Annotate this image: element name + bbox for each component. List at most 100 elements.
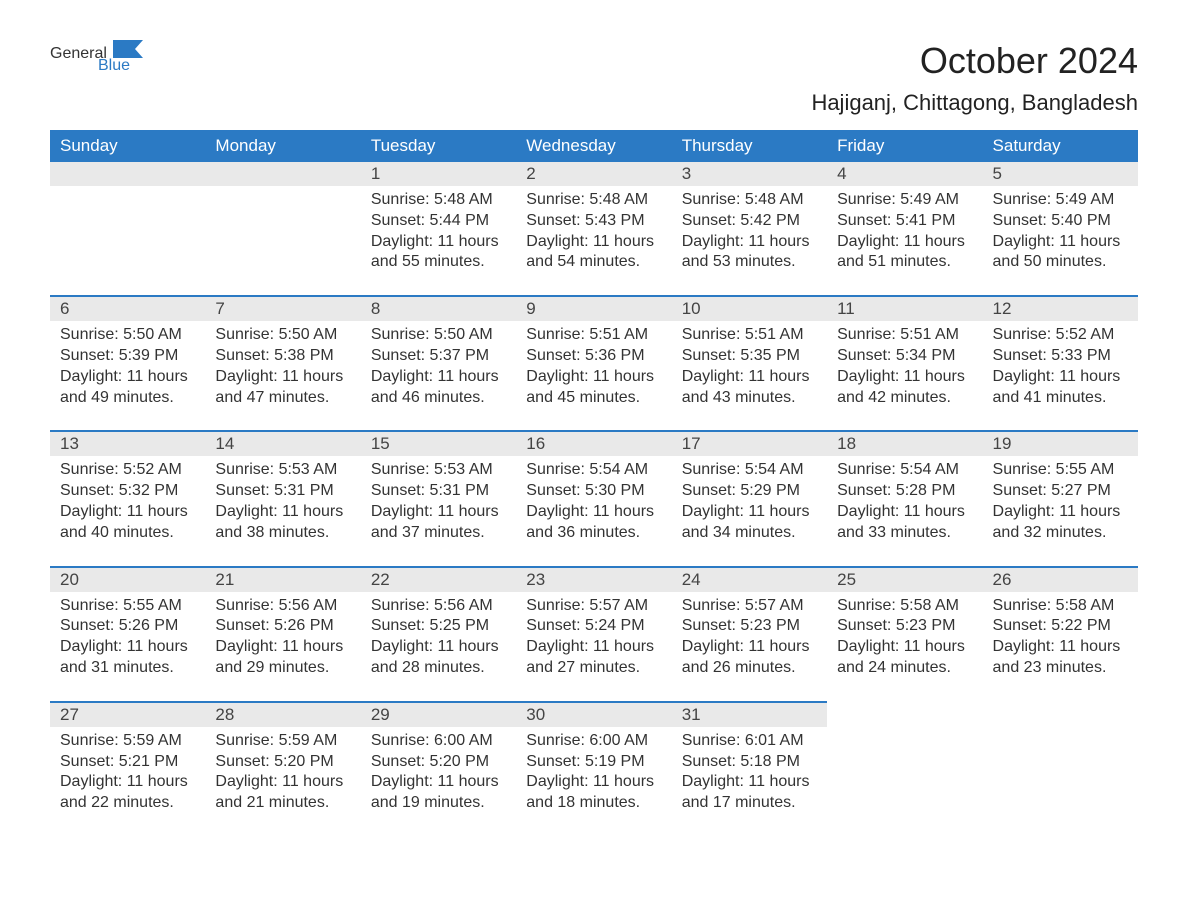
day-details: Sunrise: 5:50 AMSunset: 5:39 PMDaylight:… bbox=[50, 321, 205, 408]
sunrise-line: Sunrise: 5:52 AM bbox=[993, 325, 1128, 346]
day-number: 10 bbox=[672, 295, 827, 321]
sunrise-line: Sunrise: 6:00 AM bbox=[526, 731, 661, 752]
sunrise-line: Sunrise: 5:58 AM bbox=[993, 596, 1128, 617]
sunrise-line: Sunrise: 5:48 AM bbox=[682, 190, 817, 211]
daylight-line: Daylight: 11 hours and 41 minutes. bbox=[993, 367, 1128, 409]
calendar-cell: 30Sunrise: 6:00 AMSunset: 5:19 PMDayligh… bbox=[516, 701, 671, 836]
day-details: Sunrise: 5:51 AMSunset: 5:35 PMDaylight:… bbox=[672, 321, 827, 408]
day-details: Sunrise: 6:00 AMSunset: 5:19 PMDaylight:… bbox=[516, 727, 671, 814]
weekday-header: Friday bbox=[827, 130, 982, 162]
sunrise-line: Sunrise: 5:55 AM bbox=[60, 596, 195, 617]
sunrise-line: Sunrise: 5:56 AM bbox=[371, 596, 506, 617]
sunset-line: Sunset: 5:29 PM bbox=[682, 481, 817, 502]
calendar-cell: 25Sunrise: 5:58 AMSunset: 5:23 PMDayligh… bbox=[827, 566, 982, 701]
sunset-line: Sunset: 5:32 PM bbox=[60, 481, 195, 502]
daylight-line: Daylight: 11 hours and 17 minutes. bbox=[682, 772, 817, 814]
daylight-line: Daylight: 11 hours and 19 minutes. bbox=[371, 772, 506, 814]
calendar-cell: 11Sunrise: 5:51 AMSunset: 5:34 PMDayligh… bbox=[827, 295, 982, 430]
day-details: Sunrise: 5:52 AMSunset: 5:33 PMDaylight:… bbox=[983, 321, 1138, 408]
daylight-line: Daylight: 11 hours and 32 minutes. bbox=[993, 502, 1128, 544]
sunset-line: Sunset: 5:31 PM bbox=[215, 481, 350, 502]
calendar-cell bbox=[50, 162, 205, 295]
day-details: Sunrise: 5:55 AMSunset: 5:26 PMDaylight:… bbox=[50, 592, 205, 679]
daylight-line: Daylight: 11 hours and 36 minutes. bbox=[526, 502, 661, 544]
day-number: 29 bbox=[361, 701, 516, 727]
calendar-cell bbox=[205, 162, 360, 295]
sunset-line: Sunset: 5:30 PM bbox=[526, 481, 661, 502]
day-number: 5 bbox=[983, 162, 1138, 186]
calendar-cell: 1Sunrise: 5:48 AMSunset: 5:44 PMDaylight… bbox=[361, 162, 516, 295]
daylight-line: Daylight: 11 hours and 22 minutes. bbox=[60, 772, 195, 814]
day-details: Sunrise: 5:49 AMSunset: 5:40 PMDaylight:… bbox=[983, 186, 1138, 273]
daylight-line: Daylight: 11 hours and 23 minutes. bbox=[993, 637, 1128, 679]
day-number: 13 bbox=[50, 430, 205, 456]
daylight-line: Daylight: 11 hours and 37 minutes. bbox=[371, 502, 506, 544]
sunset-line: Sunset: 5:42 PM bbox=[682, 211, 817, 232]
day-details: Sunrise: 5:57 AMSunset: 5:24 PMDaylight:… bbox=[516, 592, 671, 679]
sunrise-line: Sunrise: 5:59 AM bbox=[215, 731, 350, 752]
daylight-line: Daylight: 11 hours and 53 minutes. bbox=[682, 232, 817, 274]
weekday-header: Monday bbox=[205, 130, 360, 162]
sunrise-line: Sunrise: 5:49 AM bbox=[837, 190, 972, 211]
calendar-cell: 15Sunrise: 5:53 AMSunset: 5:31 PMDayligh… bbox=[361, 430, 516, 565]
day-number: 11 bbox=[827, 295, 982, 321]
day-details: Sunrise: 5:58 AMSunset: 5:23 PMDaylight:… bbox=[827, 592, 982, 679]
brand-text-2: Blue bbox=[98, 57, 143, 75]
sunset-line: Sunset: 5:37 PM bbox=[371, 346, 506, 367]
daylight-line: Daylight: 11 hours and 34 minutes. bbox=[682, 502, 817, 544]
day-details: Sunrise: 5:54 AMSunset: 5:29 PMDaylight:… bbox=[672, 456, 827, 543]
daylight-line: Daylight: 11 hours and 26 minutes. bbox=[682, 637, 817, 679]
sunrise-line: Sunrise: 5:54 AM bbox=[682, 460, 817, 481]
day-details: Sunrise: 5:51 AMSunset: 5:36 PMDaylight:… bbox=[516, 321, 671, 408]
calendar-cell: 14Sunrise: 5:53 AMSunset: 5:31 PMDayligh… bbox=[205, 430, 360, 565]
sunset-line: Sunset: 5:27 PM bbox=[993, 481, 1128, 502]
day-details: Sunrise: 5:53 AMSunset: 5:31 PMDaylight:… bbox=[205, 456, 360, 543]
day-number: 1 bbox=[361, 162, 516, 186]
daylight-line: Daylight: 11 hours and 28 minutes. bbox=[371, 637, 506, 679]
day-details: Sunrise: 5:48 AMSunset: 5:44 PMDaylight:… bbox=[361, 186, 516, 273]
calendar-cell: 28Sunrise: 5:59 AMSunset: 5:20 PMDayligh… bbox=[205, 701, 360, 836]
calendar-cell bbox=[983, 701, 1138, 836]
daylight-line: Daylight: 11 hours and 54 minutes. bbox=[526, 232, 661, 274]
sunrise-line: Sunrise: 5:56 AM bbox=[215, 596, 350, 617]
sunset-line: Sunset: 5:26 PM bbox=[60, 616, 195, 637]
day-number: 26 bbox=[983, 566, 1138, 592]
calendar-cell: 29Sunrise: 6:00 AMSunset: 5:20 PMDayligh… bbox=[361, 701, 516, 836]
daylight-line: Daylight: 11 hours and 50 minutes. bbox=[993, 232, 1128, 274]
sunset-line: Sunset: 5:24 PM bbox=[526, 616, 661, 637]
daylight-line: Daylight: 11 hours and 45 minutes. bbox=[526, 367, 661, 409]
daylight-line: Daylight: 11 hours and 24 minutes. bbox=[837, 637, 972, 679]
calendar-cell: 24Sunrise: 5:57 AMSunset: 5:23 PMDayligh… bbox=[672, 566, 827, 701]
day-number: 7 bbox=[205, 295, 360, 321]
calendar-cell: 18Sunrise: 5:54 AMSunset: 5:28 PMDayligh… bbox=[827, 430, 982, 565]
daylight-line: Daylight: 11 hours and 51 minutes. bbox=[837, 232, 972, 274]
day-number: 18 bbox=[827, 430, 982, 456]
sunrise-line: Sunrise: 6:01 AM bbox=[682, 731, 817, 752]
calendar-cell: 2Sunrise: 5:48 AMSunset: 5:43 PMDaylight… bbox=[516, 162, 671, 295]
day-number: 8 bbox=[361, 295, 516, 321]
sunset-line: Sunset: 5:26 PM bbox=[215, 616, 350, 637]
daylight-line: Daylight: 11 hours and 49 minutes. bbox=[60, 367, 195, 409]
weekday-header: Wednesday bbox=[516, 130, 671, 162]
sunset-line: Sunset: 5:25 PM bbox=[371, 616, 506, 637]
daylight-line: Daylight: 11 hours and 18 minutes. bbox=[526, 772, 661, 814]
sunrise-line: Sunrise: 5:53 AM bbox=[215, 460, 350, 481]
day-number: 25 bbox=[827, 566, 982, 592]
calendar-cell: 27Sunrise: 5:59 AMSunset: 5:21 PMDayligh… bbox=[50, 701, 205, 836]
calendar-cell: 13Sunrise: 5:52 AMSunset: 5:32 PMDayligh… bbox=[50, 430, 205, 565]
day-details: Sunrise: 5:54 AMSunset: 5:30 PMDaylight:… bbox=[516, 456, 671, 543]
sunset-line: Sunset: 5:23 PM bbox=[837, 616, 972, 637]
sunset-line: Sunset: 5:41 PM bbox=[837, 211, 972, 232]
sunset-line: Sunset: 5:36 PM bbox=[526, 346, 661, 367]
day-details: Sunrise: 6:01 AMSunset: 5:18 PMDaylight:… bbox=[672, 727, 827, 814]
day-details: Sunrise: 5:57 AMSunset: 5:23 PMDaylight:… bbox=[672, 592, 827, 679]
sunrise-line: Sunrise: 5:57 AM bbox=[682, 596, 817, 617]
calendar-cell: 31Sunrise: 6:01 AMSunset: 5:18 PMDayligh… bbox=[672, 701, 827, 836]
day-details: Sunrise: 6:00 AMSunset: 5:20 PMDaylight:… bbox=[361, 727, 516, 814]
calendar-cell: 6Sunrise: 5:50 AMSunset: 5:39 PMDaylight… bbox=[50, 295, 205, 430]
sunrise-line: Sunrise: 5:51 AM bbox=[526, 325, 661, 346]
sunset-line: Sunset: 5:22 PM bbox=[993, 616, 1128, 637]
sunrise-line: Sunrise: 5:48 AM bbox=[526, 190, 661, 211]
day-number: 15 bbox=[361, 430, 516, 456]
sunset-line: Sunset: 5:19 PM bbox=[526, 752, 661, 773]
